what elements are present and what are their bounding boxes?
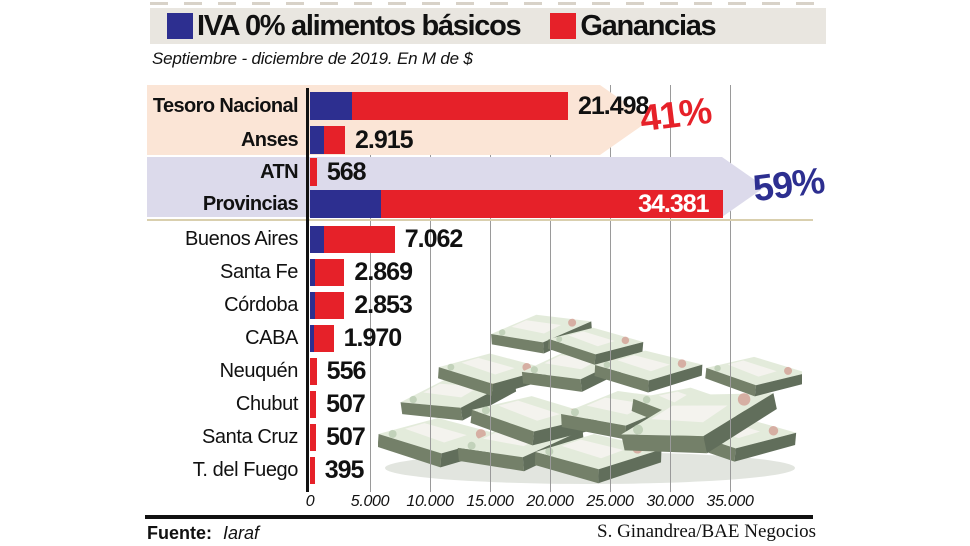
- legend-swatch-ganancias: [550, 13, 577, 39]
- row-label: Tesoro Nacional: [152, 95, 299, 117]
- bar-value-label: 568: [326, 158, 367, 186]
- bar-value-label: 7.062: [404, 225, 464, 253]
- bar-value-label: 507: [326, 390, 366, 418]
- bar: [310, 126, 345, 154]
- bar-value-label: 395: [324, 456, 365, 484]
- row-label: Santa Cruz: [201, 426, 298, 448]
- group-divider-line: [147, 219, 813, 221]
- footer-rule: [145, 515, 813, 519]
- x-axis-tick-label: 15.000: [466, 493, 514, 510]
- bar-segment-iva: [310, 259, 316, 286]
- row-label: T. del Fuego: [192, 459, 299, 481]
- bar-segment-iva: [310, 190, 381, 218]
- row-label: Buenos Aires: [184, 228, 298, 250]
- row-label: CABA: [245, 327, 298, 349]
- y-axis-line: [306, 88, 309, 492]
- bar-segment-ganancias: [380, 190, 723, 218]
- source-line: Fuente: Iaraf: [147, 523, 259, 544]
- nacion-percent-label: 41%: [637, 89, 714, 140]
- bar: [310, 292, 345, 319]
- bar-segment-ganancias: [310, 457, 315, 484]
- bar-segment-ganancias: [310, 391, 317, 418]
- bar-value-label: 507: [326, 423, 366, 451]
- x-axis-tick-label: 0: [305, 493, 315, 510]
- gridline: [370, 85, 371, 492]
- x-axis-tick-label: 30.000: [646, 493, 694, 510]
- bar-segment-ganancias: [352, 92, 568, 120]
- bar-value-label: 2.853: [354, 291, 413, 319]
- bar-segment-ganancias: [315, 259, 345, 286]
- row-label: ATN: [260, 161, 298, 183]
- cropped-text-artifact: [150, 2, 826, 5]
- bar-value-label: 2.869: [354, 258, 413, 286]
- bar: [310, 92, 568, 120]
- bar: [310, 158, 317, 186]
- x-axis-tick-label: 5.000: [350, 493, 390, 510]
- chart-subtitle: Septiembre - diciembre de 2019. En M de …: [152, 49, 473, 68]
- bar: [310, 190, 723, 218]
- source-label: Fuente:: [147, 523, 212, 543]
- bar: [310, 457, 315, 484]
- legend-swatch-iva: [167, 13, 193, 39]
- gridline: [550, 85, 551, 492]
- bar: [310, 424, 317, 451]
- bar-segment-ganancias: [323, 226, 395, 253]
- bar-segment-ganancias: [310, 358, 317, 385]
- bar: [310, 259, 345, 286]
- bar-segment-ganancias: [310, 158, 317, 186]
- gridline: [430, 85, 431, 492]
- credit-line: S. Ginandrea/BAE Negocios: [597, 521, 816, 542]
- bar-segment-iva: [310, 226, 324, 253]
- bar-value-label: 21.498: [577, 92, 649, 120]
- legend-label-iva: IVA 0% alimentos básicos: [197, 9, 522, 42]
- row-label: Santa Fe: [220, 261, 298, 283]
- row-label: Anses: [240, 129, 299, 151]
- row-label: Córdoba: [224, 294, 298, 316]
- gridline: [670, 85, 671, 492]
- x-axis-tick-label: 10.000: [406, 493, 454, 510]
- legend-label-ganancias: Ganancias: [580, 9, 716, 42]
- gridline: [610, 85, 611, 492]
- gridline: [490, 85, 491, 492]
- bar-value-label: 2.915: [354, 126, 414, 154]
- bar-segment-iva: [310, 92, 352, 120]
- bar: [310, 226, 395, 253]
- bar-segment-ganancias: [310, 424, 317, 451]
- bar-segment-ganancias: [323, 126, 345, 154]
- row-label: Chubut: [235, 393, 298, 415]
- bar-segment-iva: [310, 126, 324, 154]
- provincias-percent-label: 59%: [750, 159, 827, 210]
- bar-segment-ganancias: [313, 325, 334, 352]
- row-label: Neuquén: [219, 360, 299, 382]
- bar: [310, 391, 317, 418]
- x-axis-tick-label: 20.000: [526, 493, 574, 510]
- gridline: [730, 85, 731, 492]
- bar-segment-iva: [310, 292, 316, 319]
- money-pile-image: [378, 310, 802, 486]
- bar: [310, 325, 334, 352]
- x-axis-tick-label: 35.000: [706, 493, 754, 510]
- bar-segment-ganancias: [315, 292, 345, 319]
- x-axis-tick-label: 25.000: [586, 493, 634, 510]
- bar: [310, 358, 317, 385]
- bar-value-label: 34.381: [638, 190, 709, 218]
- row-label: Provincias: [202, 193, 299, 215]
- bar-segment-iva: [310, 325, 314, 352]
- source-value: Iaraf: [223, 523, 260, 543]
- bar-value-label: 1.970: [343, 324, 403, 352]
- title-legend-band: IVA 0% alimentos básicos Ganancias: [150, 8, 826, 44]
- bar-value-label: 556: [326, 357, 367, 385]
